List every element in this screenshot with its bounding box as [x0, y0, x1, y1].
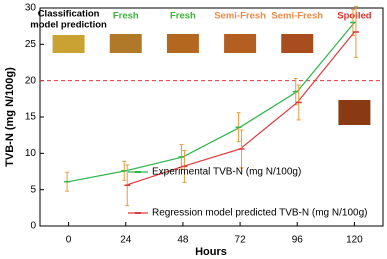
prediction-swatch — [52, 35, 85, 53]
x-tick-label: 96 — [292, 235, 304, 246]
series-line — [68, 22, 355, 183]
x-tick-label: 72 — [235, 235, 247, 246]
y-axis-title: TVB-N (mg N/100g) — [4, 67, 16, 167]
prediction-header: Classification — [38, 9, 100, 20]
prediction-swatch — [224, 34, 257, 53]
prediction-label: Fresh — [113, 11, 139, 22]
prediction-swatch — [166, 34, 199, 53]
legend-label: Experimental TVB-N (mg N/100g) — [152, 167, 301, 178]
y-tick-label: 20 — [25, 75, 37, 86]
y-tick-label: 10 — [25, 148, 37, 159]
prediction-swatch — [281, 34, 314, 53]
prediction-label: Fresh — [170, 11, 196, 22]
y-tick-label: 15 — [25, 112, 37, 123]
y-tick-label: 5 — [30, 184, 36, 195]
plot-frame — [39, 7, 384, 227]
prediction-label: Spoiled — [337, 11, 372, 22]
x-tick-label: 48 — [177, 235, 189, 246]
y-tick-label: 30 — [25, 3, 37, 14]
y-tick-label: 25 — [25, 39, 37, 50]
prediction-swatch — [109, 34, 142, 53]
x-axis-title: Hours — [195, 246, 227, 258]
y-tick-label: 0 — [30, 221, 36, 232]
prediction-header: model prediction — [30, 20, 107, 31]
prediction-label: Semi-Fresh — [271, 11, 323, 22]
prediction-label: Semi-Fresh — [214, 11, 266, 22]
legend-label: Regression model predicted TVB-N (mg N/1… — [152, 208, 367, 219]
x-tick-label: 0 — [66, 235, 72, 246]
x-tick-label: 120 — [346, 235, 363, 246]
prediction-swatch — [338, 100, 371, 125]
x-tick-label: 24 — [120, 235, 132, 246]
